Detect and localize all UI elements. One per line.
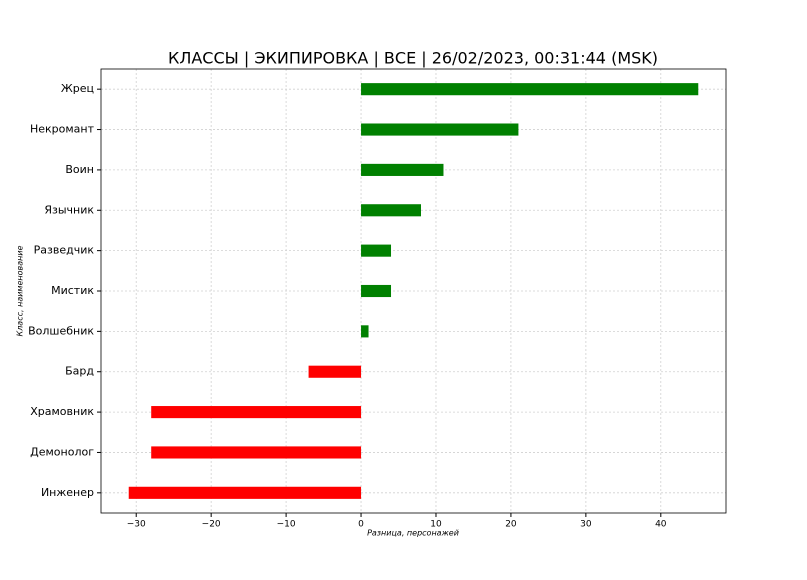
bar xyxy=(361,123,519,136)
y-axis-label: Класс, наименование xyxy=(16,245,25,336)
chart-title: КЛАССЫ | ЭКИПИРОВКА | ВСЕ | 26/02/2023, … xyxy=(168,49,658,68)
y-tick-label: Мистик xyxy=(51,284,94,297)
bar xyxy=(361,325,369,338)
y-tick-label: Демонолог xyxy=(30,445,94,458)
x-tick-label: −30 xyxy=(127,520,146,530)
y-tick-label: Волшебник xyxy=(28,324,94,337)
y-tick-label: Инженер xyxy=(41,486,94,499)
y-tick-label: Храмовник xyxy=(30,405,94,418)
plot-frame xyxy=(100,68,727,514)
bar xyxy=(361,244,392,257)
x-tick-label: −20 xyxy=(202,520,221,530)
y-tick-label: Бард xyxy=(65,365,94,378)
bar xyxy=(361,163,444,176)
y-tick-label: Язычник xyxy=(44,203,94,216)
x-tick-label: 30 xyxy=(580,520,592,530)
x-tick-label: 0 xyxy=(358,520,364,530)
y-tick-label: Воин xyxy=(65,163,94,176)
x-tick-label: 40 xyxy=(655,520,667,530)
y-tick-label: Разведчик xyxy=(34,244,95,257)
bar xyxy=(151,446,362,459)
bar xyxy=(308,365,362,378)
x-tick-label: 20 xyxy=(505,520,517,530)
bar xyxy=(361,284,392,298)
x-axis-label: Разница, персонажей xyxy=(367,529,459,538)
bar xyxy=(128,486,362,499)
bar xyxy=(361,83,699,96)
y-tick-label: Некромант xyxy=(30,123,95,136)
x-tick-label: −10 xyxy=(277,520,296,530)
bar xyxy=(151,406,362,419)
y-tick-label: Жрец xyxy=(61,82,94,95)
x-tick-label: 10 xyxy=(430,520,442,530)
bar xyxy=(361,204,421,217)
